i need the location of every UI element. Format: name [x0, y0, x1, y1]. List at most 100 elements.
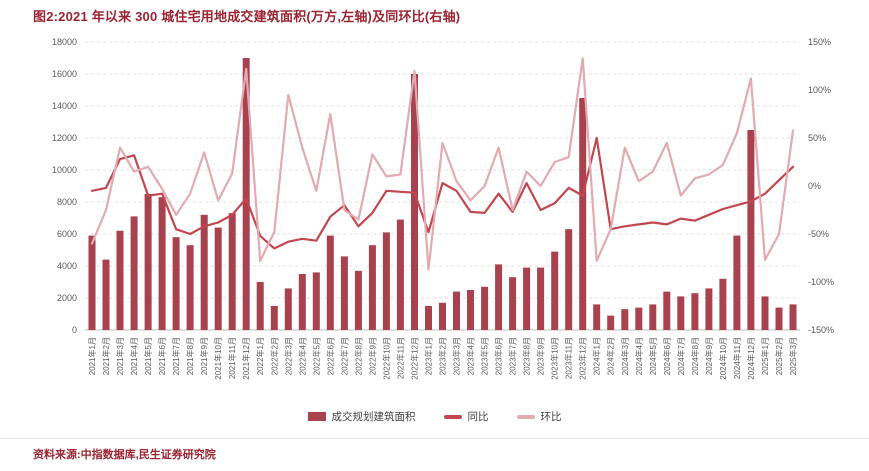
bar: [719, 278, 727, 330]
legend-label-mom: 环比: [540, 411, 562, 423]
left-axis-tick-label: 10000: [52, 165, 77, 175]
bar: [621, 309, 629, 330]
x-tick-label: 2024年5月: [648, 337, 658, 375]
bar: [326, 235, 334, 330]
x-tick-label: 2021年8月: [185, 337, 195, 375]
x-tick-label: 2021年7月: [171, 337, 181, 375]
bar: [425, 306, 432, 330]
bar: [228, 213, 236, 330]
bar: [88, 235, 96, 330]
bar: [354, 270, 362, 330]
x-tick-label: 2023年11月: [564, 337, 574, 379]
mom-line: [90, 57, 795, 271]
yoy-line-layer: [90, 136, 795, 250]
bar: [509, 277, 517, 330]
right-axis-tick-label: 0%: [808, 181, 821, 191]
x-tick-label: 2022年11月: [395, 337, 405, 379]
x-tick-label: 2021年4月: [129, 337, 139, 375]
right-axis-labels: -150% -100% -50% 0% 50% 100% 150%: [808, 37, 834, 335]
bar: [144, 194, 152, 330]
x-tick-label: 2022年9月: [367, 337, 377, 375]
bar: [130, 216, 138, 330]
x-tick-label: 2024年11月: [732, 337, 742, 379]
x-tick-label: 2023年9月: [536, 337, 546, 375]
x-tick-label: 2022年12月: [410, 337, 420, 380]
x-axis-labels: 2021年1月 2021年2月 2021年3月 2021年4月 2021年5月 2021年…: [87, 337, 798, 380]
x-tick-label: 2023年7月: [508, 337, 518, 375]
bar: [593, 304, 601, 330]
x-tick-label: 2021年2月: [101, 337, 111, 375]
combo-chart: 0 2000 4000 6000 8000 10000 12000 14000 16000 180…: [52, 37, 834, 380]
bars-layer: [88, 58, 797, 330]
x-tick-label: 2025年1月: [760, 337, 770, 375]
bar: [368, 245, 376, 330]
bar: [312, 272, 320, 330]
bar: [579, 98, 587, 330]
x-tick-label: 2021年5月: [143, 337, 153, 375]
bar: [691, 293, 699, 330]
bar: [523, 267, 531, 330]
footer-divider: [0, 438, 869, 439]
x-tick-label: 2024年12月: [746, 337, 756, 380]
bar: [256, 282, 264, 330]
bar: [649, 304, 657, 330]
legend-label-bar-series: 成交规划建筑面积: [331, 411, 416, 423]
bar: [733, 235, 741, 330]
bar: [172, 237, 180, 330]
bar: [186, 245, 194, 330]
bar: [551, 251, 559, 330]
x-tick-label: 2024年7月: [676, 337, 686, 375]
x-tick-label: 2021年1月: [87, 337, 97, 375]
bar: [495, 264, 503, 330]
bar: [214, 227, 222, 330]
legend-item-yoy: 同比: [443, 409, 489, 424]
bar: [635, 307, 643, 330]
x-tick-label: 2024年2月: [606, 337, 616, 375]
chart-title: 图2:2021 年以来 300 城住宅用地成交建筑面积(万方,左轴)及同环比(右…: [33, 9, 461, 24]
x-tick-label: 2022年2月: [269, 337, 279, 375]
bar: [747, 130, 755, 330]
left-axis-tick-label: 6000: [57, 229, 77, 239]
x-tick-label: 2021年9月: [199, 337, 209, 375]
right-axis-tick-label: 100%: [808, 85, 831, 95]
yoy-line: [90, 136, 795, 250]
x-tick-label: 2021年10月: [213, 337, 223, 380]
bar: [467, 290, 474, 330]
chart-legend: 成交规划建筑面积 同比 环比: [0, 409, 869, 424]
left-axis-labels: 0 2000 4000 6000 8000 10000 12000 14000 16000 180…: [52, 37, 77, 335]
x-tick-label: 2024年10月: [718, 337, 728, 380]
bar: [565, 229, 573, 330]
x-tick-label: 2023年4月: [466, 337, 476, 375]
x-tick-label: 2023年8月: [522, 337, 532, 375]
x-tick-label: 2021年3月: [115, 337, 125, 375]
bar: [340, 256, 348, 330]
left-axis-tick-label: 8000: [57, 197, 77, 207]
right-axis-tick-label: -50%: [808, 229, 829, 239]
left-axis-tick-label: 16000: [52, 69, 77, 79]
yoy-line-swatch-icon: [443, 414, 462, 419]
bar: [102, 259, 110, 330]
x-tick-label: 2023年2月: [438, 337, 448, 375]
x-tick-label: 2024年8月: [690, 337, 700, 375]
x-tick-label: 2023年10月: [550, 337, 560, 380]
x-tick-label: 2024年6月: [662, 337, 672, 375]
mom-line-swatch-icon: [516, 414, 535, 419]
bar: [270, 306, 278, 330]
right-axis-tick-label: -150%: [808, 325, 834, 335]
right-axis-tick-label: 150%: [808, 37, 831, 47]
x-tick-label: 2022年1月: [255, 337, 265, 375]
left-axis-tick-label: 12000: [52, 133, 77, 143]
left-axis-tick-label: 4000: [57, 261, 77, 271]
x-tick-label: 2022年6月: [325, 337, 335, 375]
x-tick-label: 2022年10月: [381, 337, 391, 380]
right-axis-tick-label: -100%: [808, 277, 834, 287]
bar: [761, 296, 769, 330]
bar: [284, 288, 292, 330]
x-tick-label: 2023年12月: [578, 337, 588, 380]
right-axis-tick-label: 50%: [808, 133, 826, 143]
x-tick-label: 2022年3月: [283, 337, 293, 375]
x-tick-label: 2022年4月: [297, 337, 307, 375]
bar: [439, 302, 446, 330]
bar: [663, 291, 671, 330]
